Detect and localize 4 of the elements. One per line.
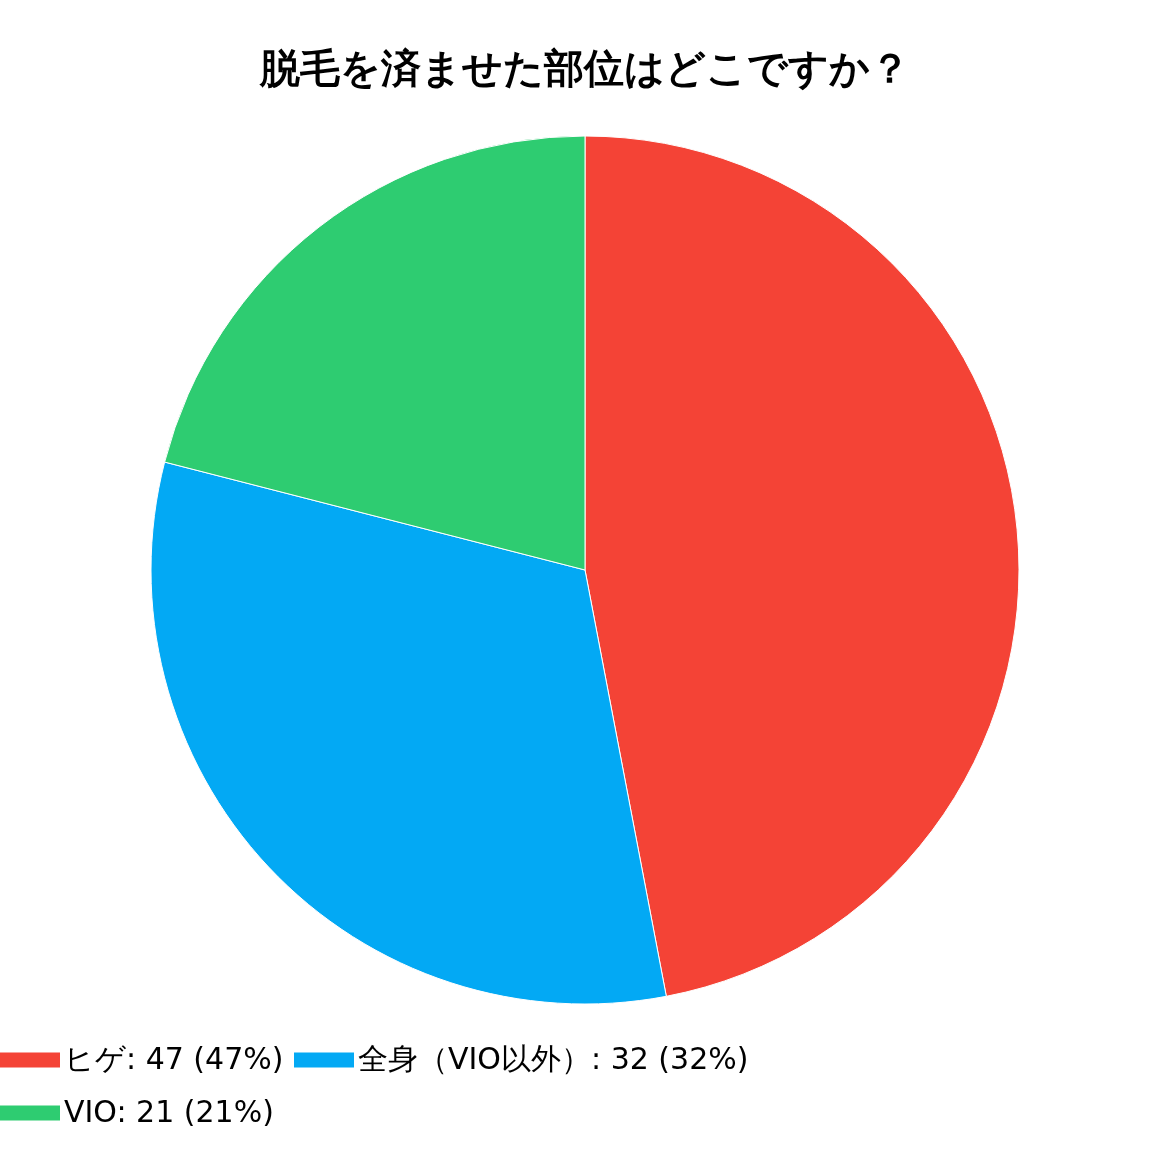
legend-label: ヒゲ: 47 (47%) [64, 1041, 284, 1076]
legend-label: VIO: 21 (21%) [64, 1094, 274, 1129]
chart-title: 脱毛を済ませた部位はどこですか？ [259, 45, 910, 91]
legend-label: 全身（VIO以外）: 32 (32%) [358, 1041, 749, 1076]
